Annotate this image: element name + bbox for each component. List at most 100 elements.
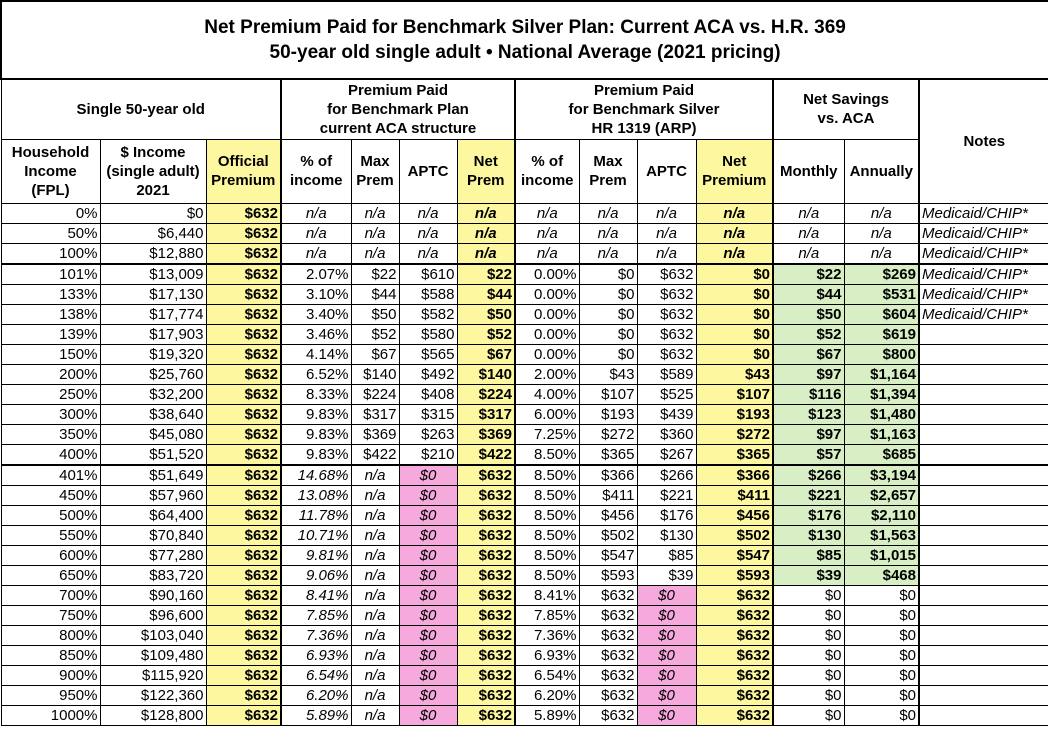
text-line: Single 50-year old <box>76 100 205 118</box>
cell: $0 <box>398 504 458 526</box>
data-row: 350% $45,080 $632 9.83% $369 $263 $369 7.25% $27… <box>0 423 1048 445</box>
cell: 50% <box>0 222 101 244</box>
cell: $632 <box>456 624 516 646</box>
cell: $0 <box>398 624 458 646</box>
cell: $610 <box>398 262 458 285</box>
cell: $632 <box>456 544 516 566</box>
cell: 8.41% <box>280 584 352 606</box>
cell: $17,774 <box>99 303 207 325</box>
cell: 139% <box>0 323 101 345</box>
cell: $272 <box>695 423 774 445</box>
cell: 8.50% <box>514 504 580 526</box>
cell: $0 <box>398 704 458 726</box>
cell: $422 <box>456 443 516 465</box>
cell: $2,110 <box>843 504 920 526</box>
cell: $50 <box>456 303 516 325</box>
cell: $632 <box>456 504 516 526</box>
cell: $632 <box>636 323 697 345</box>
cell: $0 <box>843 624 920 646</box>
text-line: Premium <box>702 172 767 189</box>
cell <box>917 423 1048 445</box>
cell: $19,320 <box>99 343 207 365</box>
cell: $272 <box>578 423 638 445</box>
cell: n/a <box>695 222 774 244</box>
cell: 10.71% <box>280 524 352 546</box>
cell: 101% <box>0 262 101 285</box>
cell: $632 <box>636 283 697 305</box>
cell: 6.54% <box>280 664 352 686</box>
cell: $43 <box>578 363 638 385</box>
cell <box>917 584 1048 606</box>
cell: $632 <box>456 584 516 606</box>
text-line: 50-year old single adult • National Aver… <box>269 42 781 63</box>
text-line: vs. ACA <box>817 110 875 128</box>
cell <box>917 383 1048 405</box>
cell: n/a <box>456 222 516 244</box>
cell: $0 <box>398 684 458 706</box>
cell <box>917 624 1048 646</box>
cell: 9.06% <box>280 564 352 586</box>
cell: 13.08% <box>280 484 352 506</box>
group-header: Premium Paid for Benchmark Silver HR 1319 … <box>514 78 774 140</box>
cell: $632 <box>456 684 516 706</box>
cell: $0 <box>636 604 697 626</box>
cell: 133% <box>0 283 101 305</box>
cell: $22 <box>350 262 400 285</box>
cell: $411 <box>695 484 774 506</box>
cell: $632 <box>205 704 282 726</box>
text-line: Premium Paid <box>347 81 449 99</box>
cell: $593 <box>578 564 638 586</box>
column-header: Max Prem <box>350 138 400 204</box>
cell: n/a <box>350 644 400 666</box>
column-header: $ Income (single adult) 2021 <box>99 138 207 204</box>
cell: $123 <box>772 403 845 425</box>
data-row: 300% $38,640 $632 9.83% $317 $315 $317 6.00% $19… <box>0 403 1048 425</box>
cell: $0 <box>843 664 920 686</box>
cell: $0 <box>578 343 638 365</box>
data-row: 101% $13,009 $632 2.07% $22 $610 $22 0.00% $0 $63… <box>0 262 1048 285</box>
cell: 8.41% <box>514 584 580 606</box>
cell: $0 <box>695 323 774 345</box>
cell: $632 <box>205 524 282 546</box>
cell: 8.33% <box>280 383 352 405</box>
cell: $0 <box>772 664 845 686</box>
cell: $221 <box>636 484 697 506</box>
cell: $0 <box>398 524 458 546</box>
cell: 8.50% <box>514 484 580 506</box>
cell: 3.10% <box>280 283 352 305</box>
cell: $422 <box>350 443 400 465</box>
cell: 550% <box>0 524 101 546</box>
cell: $128,800 <box>99 704 207 726</box>
cell: n/a <box>280 242 352 264</box>
data-row: 200% $25,760 $632 6.52% $140 $492 $140 2.00% $43… <box>0 363 1048 385</box>
cell: $96,600 <box>99 604 207 626</box>
text-line: income <box>289 172 343 189</box>
cell: $439 <box>636 403 697 425</box>
data-row: 500% $64,400 $632 11.78% n/a $0 $632 8.50% $456 $… <box>0 504 1048 526</box>
cell: $632 <box>695 584 774 606</box>
cell: $531 <box>843 283 920 305</box>
cell: $456 <box>578 504 638 526</box>
text-line: 2021 <box>136 181 170 199</box>
cell: 0.00% <box>514 323 580 345</box>
cell: $632 <box>695 624 774 646</box>
cell: $632 <box>578 664 638 686</box>
cell: $632 <box>456 604 516 626</box>
cell: n/a <box>398 242 458 264</box>
cell: 950% <box>0 684 101 706</box>
group-header: Notes <box>917 78 1048 204</box>
cell: $632 <box>456 644 516 666</box>
cell: $67 <box>456 343 516 365</box>
cell: 4.00% <box>514 383 580 405</box>
cell: n/a <box>398 202 458 224</box>
cell: $0 <box>772 684 845 706</box>
cell: n/a <box>280 202 352 224</box>
text-line: % of <box>300 153 333 170</box>
cell: $0 <box>578 303 638 325</box>
cell: $502 <box>695 524 774 546</box>
cell: $0 <box>398 644 458 666</box>
cell: $632 <box>695 684 774 706</box>
cell: $51,649 <box>99 463 207 486</box>
